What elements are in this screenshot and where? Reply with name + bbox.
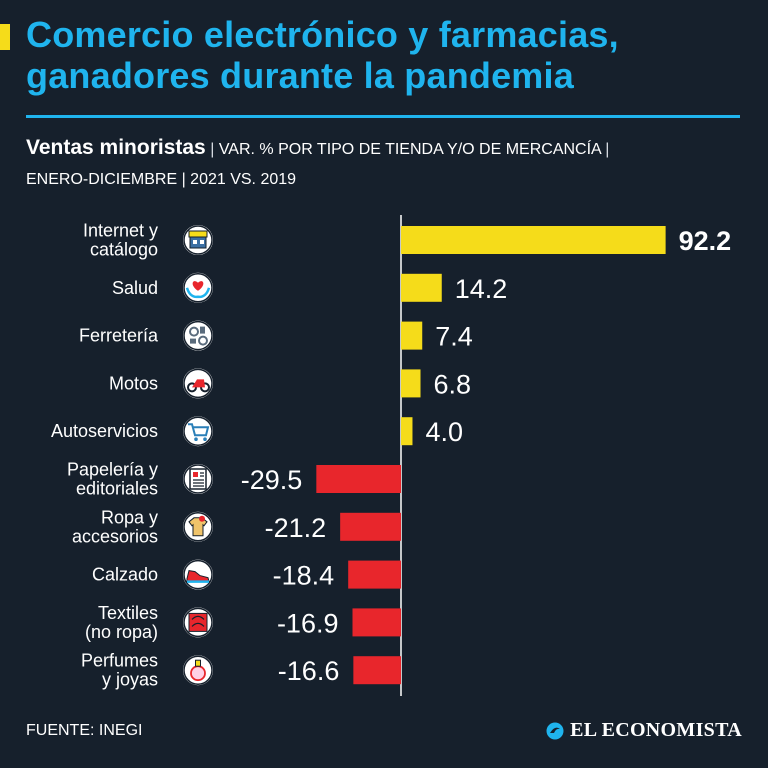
category-label: Textiles (98, 603, 158, 623)
negative-bar (352, 608, 401, 637)
textile-icon (182, 606, 214, 639)
title-line-1: Comercio electrónico y farmacias, (26, 14, 619, 55)
data-label: -29.5 (241, 465, 303, 495)
newspaper-icon (182, 463, 214, 495)
chart-title: Comercio electrónico y farmacias, ganado… (26, 14, 756, 96)
positive-bar (401, 226, 666, 254)
category-label: Motos (109, 373, 158, 393)
category-label: Ropa y (101, 507, 158, 527)
subtitle-separator: | (600, 141, 610, 158)
data-label: 92.2 (679, 226, 732, 256)
data-label: -16.9 (277, 608, 339, 638)
negative-bar (340, 512, 401, 541)
category-label: Papelería y (67, 460, 158, 480)
logo-text: EL ECONOMISTA (570, 719, 742, 741)
category-label: accesorios (72, 526, 158, 546)
title-line-2: ganadores durante la pandemia (26, 55, 574, 96)
negative-bar (348, 560, 401, 589)
category-label: catálogo (90, 240, 158, 260)
cart-icon (182, 415, 214, 448)
negative-bar (316, 465, 401, 493)
data-label: 7.4 (435, 322, 473, 352)
motorcycle-icon (182, 367, 214, 400)
shop-icon (182, 224, 214, 256)
subtitle-separator: | (210, 141, 219, 158)
title-accent-mark (0, 24, 10, 50)
category-label: editoriales (76, 479, 158, 499)
positive-bar (401, 273, 442, 302)
category-label: Salud (112, 278, 158, 298)
heart-hands-icon (182, 271, 214, 304)
category-label: Perfumes (81, 651, 158, 671)
subtitle-bold: Ventas minoristas (26, 136, 206, 159)
positive-bar (401, 321, 423, 350)
data-label: 4.0 (425, 417, 463, 447)
data-label: -16.6 (278, 656, 340, 686)
negative-bar (353, 656, 401, 685)
category-label: Calzado (92, 565, 158, 585)
positive-bar (401, 369, 421, 398)
source-note: FUENTE: INEGI (26, 722, 143, 739)
data-label: 14.2 (455, 274, 508, 304)
perfume-icon (182, 654, 214, 687)
shoe-icon (182, 558, 214, 591)
positive-bar (401, 417, 413, 446)
subtitle-period: ENERO-DICIEMBRE | 2021 VS. 2019 (26, 171, 297, 188)
data-label: 6.8 (434, 369, 472, 399)
tools-icon (182, 319, 214, 352)
data-label: -18.4 (273, 561, 335, 591)
title-divider (26, 115, 740, 118)
subtitle-description: VAR. % POR TIPO DE TIENDA Y/O DE MERCANC… (218, 141, 601, 158)
category-label: y joyas (102, 670, 158, 690)
publisher-logo: EL ECONOMISTA (546, 719, 742, 742)
category-label: Internet y (83, 221, 158, 241)
clothes-icon (182, 510, 214, 543)
data-label: -21.2 (265, 513, 327, 543)
category-label: Ferretería (79, 326, 159, 346)
category-label: Autoservicios (51, 421, 158, 441)
logo-icon (546, 722, 564, 739)
chart-subtitle: Ventas minoristas | VAR. % POR TIPO DE T… (26, 133, 746, 195)
category-label: (no ropa) (85, 622, 158, 642)
